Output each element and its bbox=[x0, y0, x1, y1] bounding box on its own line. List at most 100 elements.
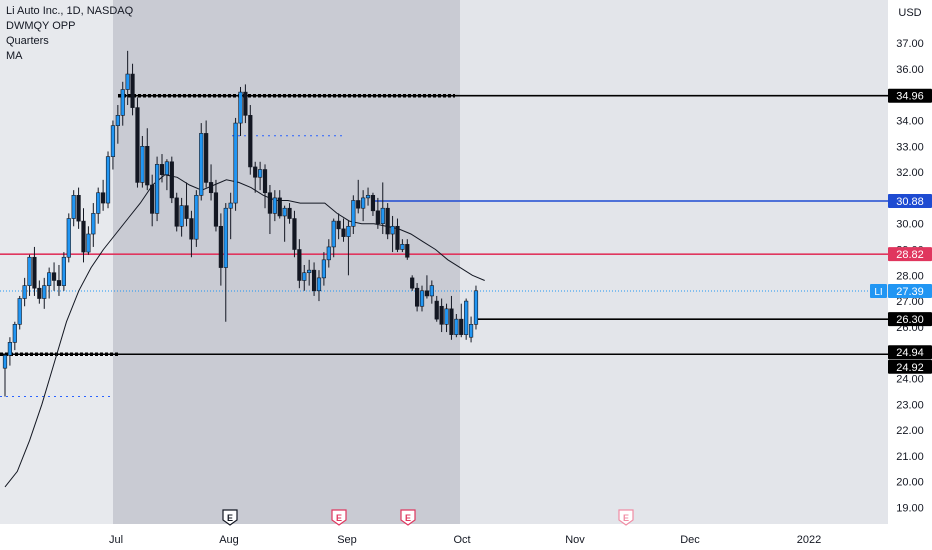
candle-body[interactable] bbox=[459, 318, 464, 335]
candle-body[interactable] bbox=[253, 166, 258, 178]
candle-body[interactable] bbox=[51, 272, 57, 281]
candle-body[interactable] bbox=[419, 290, 425, 307]
candle-body[interactable] bbox=[184, 205, 189, 219]
candle-body[interactable] bbox=[66, 218, 71, 258]
candle-body[interactable] bbox=[101, 192, 106, 204]
candle-body[interactable] bbox=[346, 225, 351, 237]
candle-body[interactable] bbox=[336, 220, 341, 230]
candle-body[interactable] bbox=[125, 73, 130, 90]
indicator-dwmqy[interactable]: DWMQY OPP bbox=[6, 20, 76, 32]
candle-body[interactable] bbox=[405, 244, 410, 258]
candle-body[interactable] bbox=[262, 169, 268, 194]
candle-body[interactable] bbox=[361, 197, 366, 209]
candle-body[interactable] bbox=[415, 287, 420, 307]
candle-body[interactable] bbox=[91, 213, 96, 235]
candle-body[interactable] bbox=[174, 197, 179, 227]
candle-body[interactable] bbox=[248, 115, 253, 168]
candle-body[interactable] bbox=[208, 182, 214, 194]
candle-body[interactable] bbox=[395, 225, 400, 250]
candle-body[interactable] bbox=[282, 207, 287, 217]
candle-body[interactable] bbox=[316, 277, 322, 292]
candle-body[interactable] bbox=[473, 290, 479, 325]
candle-body[interactable] bbox=[96, 192, 101, 214]
candle-body[interactable] bbox=[169, 161, 174, 199]
candle-body[interactable] bbox=[341, 228, 346, 237]
candle-body[interactable] bbox=[424, 290, 430, 297]
candle-body[interactable] bbox=[81, 220, 86, 253]
earnings-marker[interactable] bbox=[222, 509, 238, 526]
candle-body[interactable] bbox=[454, 318, 459, 335]
candle-body[interactable] bbox=[159, 164, 165, 175]
candle-body[interactable] bbox=[287, 207, 292, 219]
candle-body[interactable] bbox=[272, 197, 277, 214]
candle-body[interactable] bbox=[410, 277, 415, 289]
candle-body[interactable] bbox=[32, 256, 37, 289]
candle-body[interactable] bbox=[307, 269, 312, 274]
candle-body[interactable] bbox=[150, 184, 155, 214]
indicator-ma[interactable]: MA bbox=[6, 50, 23, 62]
candle-body[interactable] bbox=[321, 259, 326, 279]
candle-body[interactable] bbox=[233, 122, 238, 204]
candle-body[interactable] bbox=[130, 73, 135, 108]
candle-body[interactable] bbox=[140, 146, 145, 183]
candle-body[interactable] bbox=[135, 107, 140, 183]
candle-body[interactable] bbox=[464, 300, 469, 335]
candle-body[interactable] bbox=[468, 324, 474, 338]
candle-body[interactable] bbox=[385, 207, 390, 235]
candle-body[interactable] bbox=[179, 205, 184, 227]
candle-body[interactable] bbox=[204, 133, 209, 183]
candle-body[interactable] bbox=[37, 287, 42, 299]
candle-body[interactable] bbox=[2, 354, 8, 369]
candle-body[interactable] bbox=[302, 272, 307, 281]
candle-body[interactable] bbox=[238, 91, 243, 124]
candle-body[interactable] bbox=[76, 195, 81, 222]
candle-body[interactable] bbox=[434, 300, 439, 320]
candle-body[interactable] bbox=[120, 89, 125, 116]
candle-body[interactable] bbox=[439, 305, 444, 325]
candle-body[interactable] bbox=[213, 192, 219, 227]
candle-body[interactable] bbox=[154, 164, 160, 214]
candle-body[interactable] bbox=[61, 256, 66, 286]
candle-body[interactable] bbox=[326, 246, 331, 261]
candle-body[interactable] bbox=[390, 225, 395, 235]
candle-body[interactable] bbox=[27, 256, 32, 286]
candle-body[interactable] bbox=[449, 308, 454, 335]
candle-body[interactable] bbox=[194, 195, 199, 240]
candle-body[interactable] bbox=[145, 146, 150, 186]
indicator-quarters[interactable]: Quarters bbox=[6, 35, 49, 47]
candle-body[interactable] bbox=[42, 285, 47, 299]
candle-body[interactable] bbox=[228, 202, 233, 209]
candle-body[interactable] bbox=[7, 342, 13, 356]
candle-body[interactable] bbox=[115, 115, 120, 126]
candle-body[interactable] bbox=[223, 207, 228, 268]
candle-body[interactable] bbox=[429, 285, 434, 297]
candle-body[interactable] bbox=[331, 220, 336, 248]
candle-body[interactable] bbox=[71, 195, 76, 219]
candle-body[interactable] bbox=[444, 308, 449, 325]
candle-body[interactable] bbox=[12, 324, 17, 343]
candle-body[interactable] bbox=[199, 133, 204, 196]
candle-body[interactable] bbox=[292, 218, 297, 250]
candle-body[interactable] bbox=[243, 91, 248, 116]
candle-body[interactable] bbox=[189, 218, 194, 240]
candle-body[interactable] bbox=[86, 233, 91, 253]
candle-body[interactable] bbox=[351, 200, 356, 227]
candle-body[interactable] bbox=[218, 225, 223, 268]
candle-body[interactable] bbox=[400, 244, 405, 250]
candle-body[interactable] bbox=[258, 169, 263, 178]
candle-body[interactable] bbox=[375, 210, 380, 225]
candle-body[interactable] bbox=[47, 272, 52, 286]
earnings-marker[interactable] bbox=[618, 509, 634, 526]
candle-body[interactable] bbox=[17, 298, 22, 325]
candle-body[interactable] bbox=[370, 195, 376, 212]
candle-body[interactable] bbox=[380, 207, 385, 225]
candle-body[interactable] bbox=[297, 249, 302, 281]
candle-body[interactable] bbox=[267, 192, 273, 214]
candle-body[interactable] bbox=[110, 125, 116, 157]
earnings-marker[interactable] bbox=[331, 509, 347, 526]
candle-body[interactable] bbox=[356, 200, 361, 209]
candle-body[interactable] bbox=[365, 195, 371, 199]
candle-body[interactable] bbox=[277, 197, 282, 217]
candle-body[interactable] bbox=[105, 156, 111, 204]
